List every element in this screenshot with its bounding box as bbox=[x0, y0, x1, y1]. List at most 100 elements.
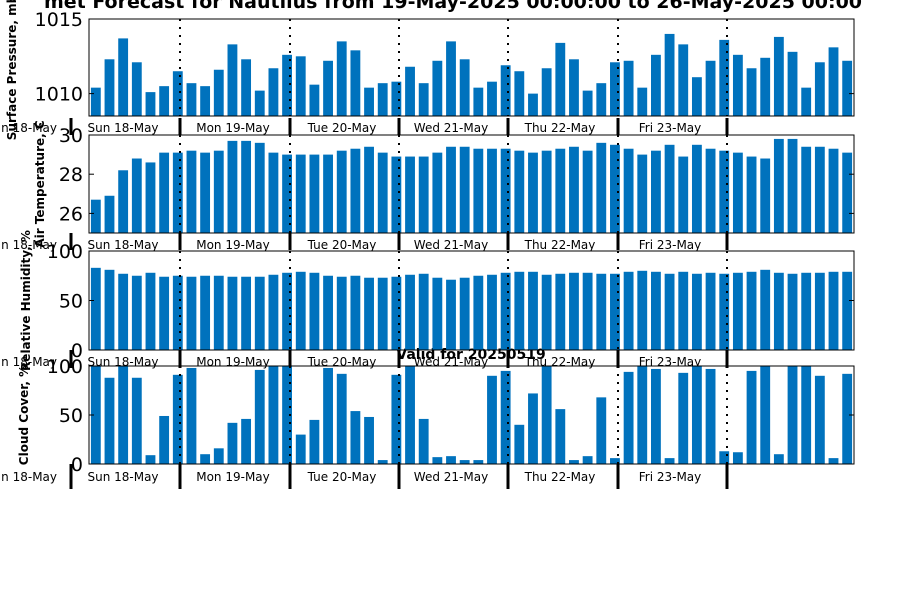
y-tick-label: 26 bbox=[59, 203, 83, 225]
bar bbox=[541, 150, 552, 233]
day-label: Wed 21-May bbox=[414, 355, 488, 369]
chart-panel-3: 0 50 100 Relative Humidity, %n 18-May Sun 18… bbox=[1, 230, 855, 371]
bar bbox=[651, 150, 661, 233]
bar bbox=[172, 152, 183, 233]
bar bbox=[241, 140, 252, 233]
bar bbox=[90, 366, 101, 464]
bar bbox=[610, 458, 620, 464]
day-label: Thu 22-May bbox=[524, 121, 596, 135]
bar bbox=[828, 148, 839, 233]
day-label: Sun 18-May bbox=[87, 238, 158, 252]
bar bbox=[418, 273, 429, 350]
y-axis-label: Cloud Cover, % bbox=[17, 365, 31, 465]
bar bbox=[678, 156, 689, 233]
bar bbox=[582, 272, 593, 350]
bar bbox=[514, 424, 525, 464]
bar bbox=[678, 372, 689, 464]
bar bbox=[773, 36, 784, 116]
bar bbox=[118, 170, 129, 233]
bar bbox=[842, 271, 853, 350]
figure-title: met Forecast for Nautilus from 19-May-20… bbox=[44, 0, 862, 13]
bar bbox=[350, 411, 361, 464]
bar bbox=[691, 366, 702, 464]
bar bbox=[487, 148, 497, 233]
bar bbox=[323, 275, 333, 350]
bar bbox=[637, 87, 648, 116]
bar bbox=[541, 274, 552, 350]
bar bbox=[842, 60, 853, 116]
bar bbox=[104, 377, 115, 464]
day-label: Fri 23-May bbox=[639, 238, 702, 252]
bar bbox=[90, 267, 101, 350]
bar bbox=[719, 150, 730, 233]
bar bbox=[705, 148, 716, 233]
bar bbox=[773, 138, 784, 233]
bar bbox=[405, 156, 415, 233]
bar bbox=[719, 39, 730, 116]
bar bbox=[473, 275, 484, 350]
y-tick-label: 100 bbox=[47, 241, 83, 263]
bar bbox=[760, 158, 771, 233]
bar bbox=[514, 271, 525, 350]
day-label: Mon 19-May bbox=[196, 121, 270, 135]
bar bbox=[405, 66, 415, 116]
bar bbox=[828, 458, 839, 464]
bar bbox=[664, 273, 675, 350]
day-label: Thu 22-May bbox=[524, 470, 596, 484]
bar bbox=[227, 422, 238, 464]
bar bbox=[842, 373, 853, 464]
bar bbox=[391, 276, 402, 350]
bar bbox=[350, 50, 361, 117]
bar bbox=[391, 156, 402, 233]
bar bbox=[746, 156, 757, 233]
bar bbox=[377, 83, 388, 116]
bar bbox=[309, 272, 320, 350]
bar bbox=[118, 38, 129, 116]
bar bbox=[227, 276, 238, 350]
bar bbox=[487, 274, 497, 350]
day-label: Mon 19-May bbox=[196, 355, 270, 369]
bar bbox=[664, 33, 675, 116]
bar bbox=[159, 415, 170, 464]
day-label: n 18-May bbox=[1, 470, 57, 484]
bar bbox=[514, 71, 525, 116]
bar bbox=[336, 373, 347, 464]
bar bbox=[610, 62, 620, 116]
day-label: Sun 18-May bbox=[87, 121, 158, 135]
bar bbox=[623, 271, 634, 350]
bar bbox=[555, 409, 566, 464]
bar bbox=[582, 150, 593, 233]
bar bbox=[254, 369, 265, 464]
bar bbox=[200, 152, 211, 233]
bar bbox=[446, 456, 456, 464]
bar bbox=[814, 146, 825, 233]
bar bbox=[787, 51, 798, 116]
bar bbox=[145, 162, 156, 233]
chart-panel-2: 26 28 30 Air Temperature, Cn 18-May Sun 18-M… bbox=[1, 120, 855, 252]
y-tick-label: 100 bbox=[47, 356, 83, 378]
bar bbox=[637, 270, 648, 350]
bar bbox=[432, 277, 443, 350]
bar bbox=[336, 150, 347, 233]
bar bbox=[432, 60, 443, 116]
bar bbox=[145, 92, 156, 116]
chart-panel-1: 1010 1015 Surface Pressure, mbn 18-May Sun … bbox=[1, 0, 855, 140]
bar bbox=[172, 374, 183, 464]
bar bbox=[336, 276, 347, 350]
bar bbox=[760, 57, 771, 116]
bar bbox=[213, 275, 224, 350]
bar bbox=[446, 279, 456, 350]
day-label: Thu 22-May bbox=[524, 238, 596, 252]
bar bbox=[364, 146, 374, 233]
bar bbox=[651, 271, 661, 350]
bar bbox=[227, 44, 238, 117]
bar bbox=[377, 460, 388, 464]
bar bbox=[282, 54, 292, 116]
bar bbox=[131, 275, 142, 350]
y-tick-label: 0 bbox=[71, 454, 83, 476]
bar bbox=[582, 456, 593, 464]
bar bbox=[637, 154, 648, 233]
bar bbox=[446, 146, 456, 233]
bar bbox=[528, 393, 538, 464]
bar bbox=[691, 77, 702, 116]
